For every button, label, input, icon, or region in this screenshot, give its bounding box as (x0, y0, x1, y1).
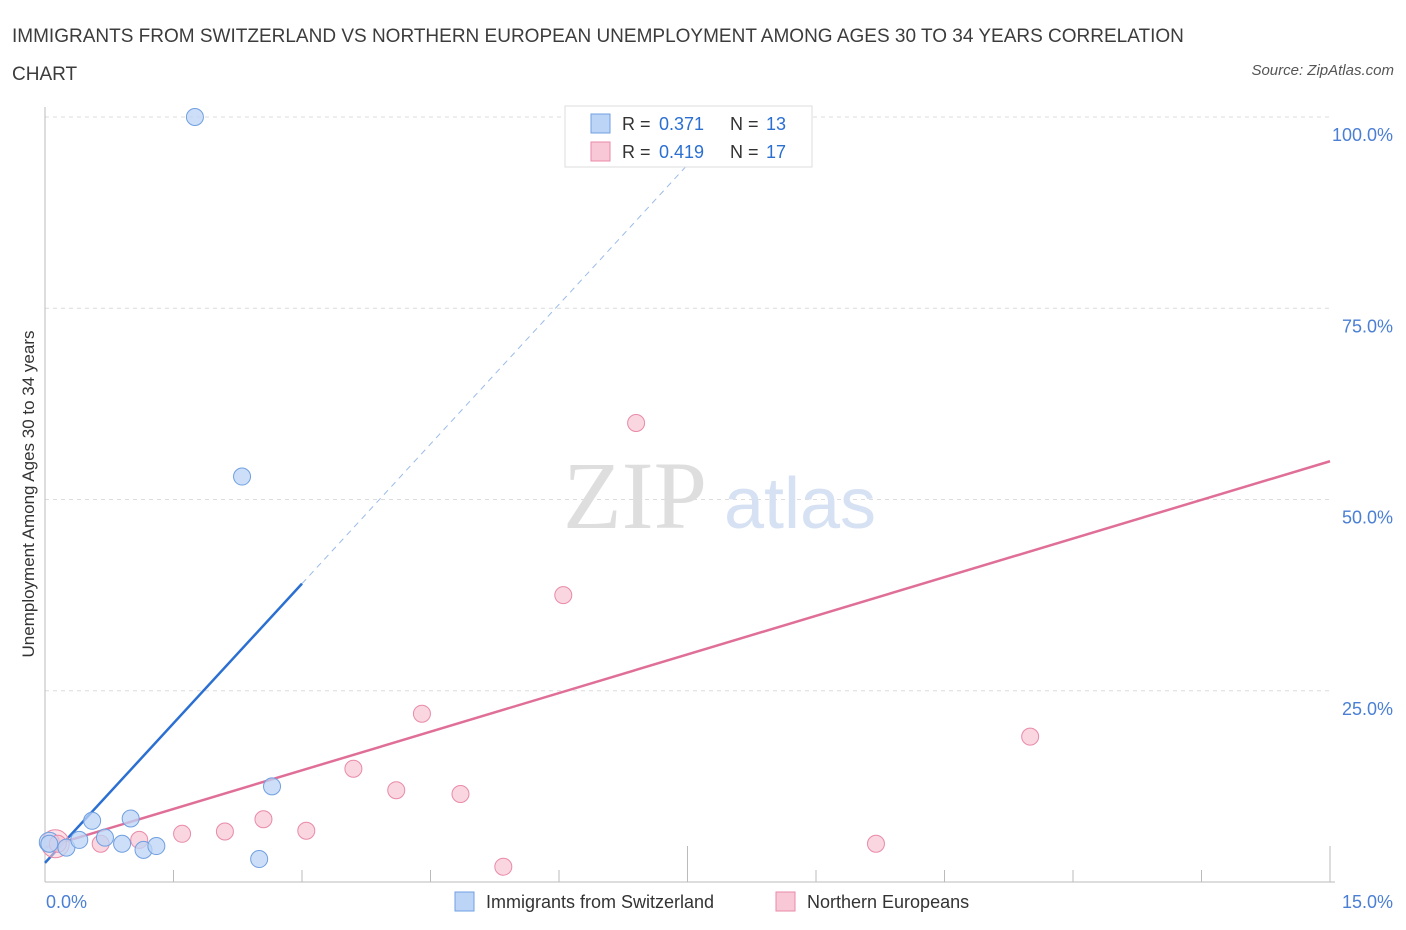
point-switzerland-4 (95, 828, 114, 847)
chart-source: Source: ZipAtlas.com (1251, 62, 1394, 79)
point-northern-europeans-7 (344, 759, 363, 778)
y-tick-label-50: 50.0% (1342, 508, 1393, 528)
watermark-atlas: atlas (724, 464, 876, 544)
stats-legend-swatch-pink (590, 141, 611, 162)
stats-n-value-1: 13 (766, 114, 786, 134)
point-northern-europeans-4 (215, 822, 234, 841)
point-switzerland-9 (185, 108, 204, 126)
point-northern-europeans-16 (1021, 727, 1040, 746)
y-tick-label-75: 75.0% (1342, 316, 1393, 336)
point-switzerland-0 (40, 834, 59, 853)
point-northern-europeans-12 (554, 586, 573, 605)
point-switzerland-5 (113, 834, 132, 853)
point-switzerland-3 (83, 811, 102, 830)
point-northern-europeans-15 (866, 834, 885, 853)
y-tick-label-25: 25.0% (1342, 699, 1393, 719)
point-switzerland-12 (263, 777, 282, 796)
legend-swatch-pink (775, 891, 796, 912)
watermark: ZIP atlas (563, 442, 876, 549)
stats-legend-swatch-blue (590, 113, 611, 134)
legend-swatch-blue (454, 891, 475, 912)
stats-n-label-1: N = (730, 114, 759, 134)
stats-r-label-1: R = (622, 114, 651, 134)
stats-legend: R = 0.371 N = 13 R = 0.419 N = 17 (564, 105, 813, 168)
point-switzerland-2 (70, 830, 89, 849)
point-northern-europeans-9 (412, 704, 431, 723)
point-northern-europeans-10 (451, 785, 470, 804)
legend-label-pink: Northern Europeans (807, 892, 969, 912)
stats-r-value-1: 0.371 (659, 114, 704, 134)
stats-r-value-2: 0.419 (659, 142, 704, 162)
axes (44, 107, 1335, 883)
legend-label-blue: Immigrants from Switzerland (486, 892, 714, 912)
point-switzerland-10 (233, 467, 252, 486)
point-switzerland-6 (121, 809, 140, 828)
point-northern-europeans-6 (297, 821, 316, 840)
x-tick-label-min: 0.0% (46, 892, 87, 912)
watermark-zip: ZIP (563, 442, 707, 549)
point-switzerland-11 (250, 850, 269, 869)
stats-n-label-2: N = (730, 142, 759, 162)
stats-n-value-2: 17 (766, 142, 786, 162)
tick-labels: 25.0% 50.0% 75.0% 100.0% 0.0% 15.0% (46, 125, 1393, 912)
point-northern-europeans-13 (627, 414, 646, 432)
point-northern-europeans-5 (254, 810, 273, 829)
x-tick-label-max: 15.0% (1342, 892, 1393, 912)
chart-title: IMMIGRANTS FROM SWITZERLAND VS NORTHERN … (12, 26, 1184, 85)
point-switzerland-8 (147, 837, 166, 856)
trend-line-northern-europeans (44, 460, 1331, 849)
point-northern-europeans-8 (387, 781, 406, 800)
bottom-legend: Immigrants from Switzerland Northern Eur… (454, 891, 969, 912)
y-axis-label: Unemployment Among Ages 30 to 34 years (19, 331, 38, 658)
point-northern-europeans-3 (173, 824, 192, 843)
y-tick-label-100: 100.0% (1332, 125, 1393, 145)
stats-r-label-2: R = (622, 142, 651, 162)
data-points (38, 108, 1040, 876)
point-northern-europeans-11 (494, 857, 513, 876)
grid-lines (45, 116, 1330, 692)
